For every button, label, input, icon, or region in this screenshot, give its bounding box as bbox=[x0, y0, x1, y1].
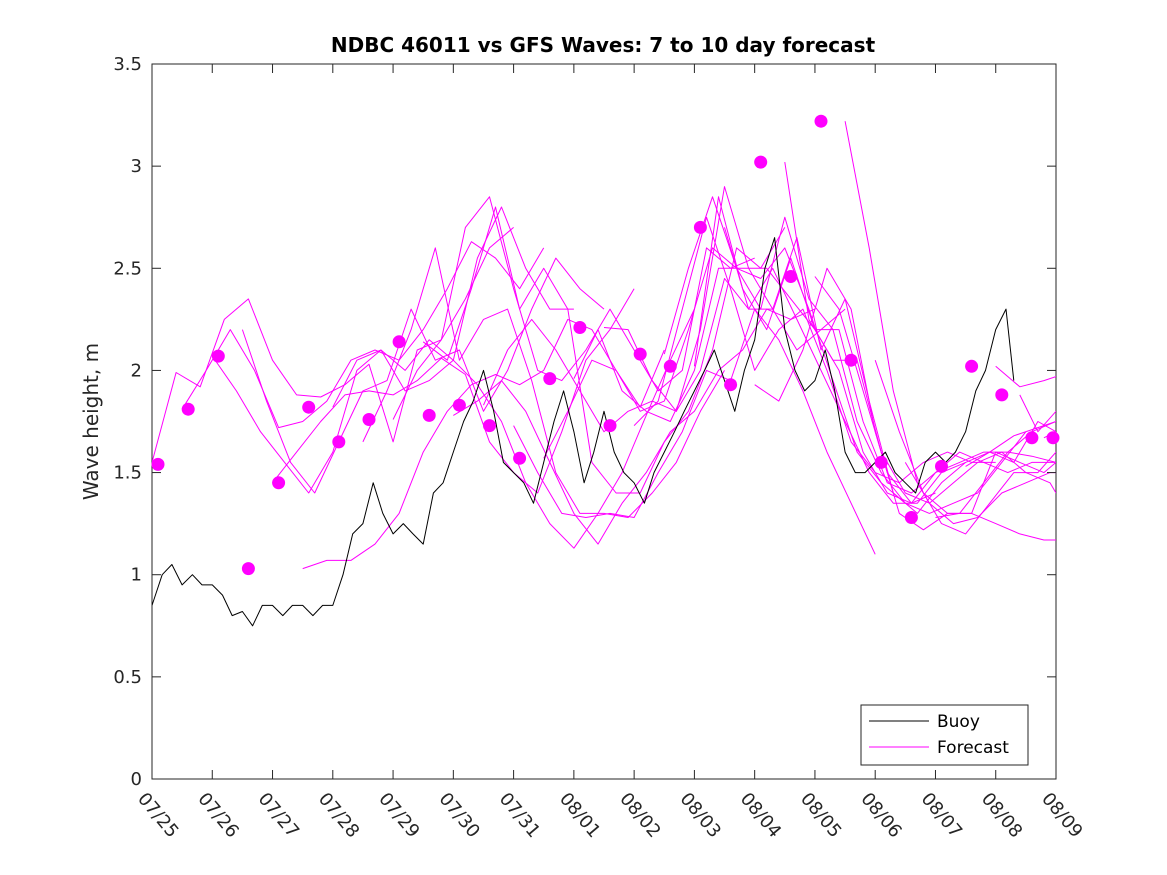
forecast-start-marker bbox=[784, 270, 798, 283]
forecast-series-line bbox=[211, 206, 574, 494]
forecast-start-marker bbox=[211, 349, 225, 363]
forecast-start-marker bbox=[452, 398, 466, 412]
y-tick-label: 0.5 bbox=[113, 667, 142, 688]
y-tick-label: 1 bbox=[131, 565, 142, 586]
forecast-series-line bbox=[181, 241, 545, 429]
forecast-start-marker bbox=[332, 435, 346, 449]
forecast-start-marker bbox=[422, 408, 436, 422]
forecast-start-marker bbox=[904, 511, 918, 524]
forecast-marker-layer bbox=[151, 114, 1060, 576]
forecast-start-marker bbox=[844, 353, 858, 367]
y-tick-label: 2.5 bbox=[113, 258, 142, 279]
legend: Buoy Forecast bbox=[860, 704, 1029, 766]
forecast-start-marker bbox=[392, 335, 406, 349]
chart-title: NDBC 46011 vs GFS Waves: 7 to 10 day for… bbox=[331, 33, 876, 57]
forecast-start-marker bbox=[663, 359, 677, 373]
forecast-start-marker bbox=[874, 455, 888, 469]
forecast-series-line bbox=[241, 257, 605, 494]
forecast-series-line bbox=[844, 121, 1056, 535]
forecast-start-marker bbox=[1025, 431, 1039, 445]
forecast-series-line bbox=[513, 308, 876, 555]
forecast-start-marker bbox=[814, 114, 828, 128]
legend-forecast-label: Forecast bbox=[937, 738, 1009, 758]
forecast-start-marker bbox=[362, 413, 376, 426]
forecast-series-line bbox=[453, 308, 816, 545]
forecast-start-marker bbox=[483, 419, 496, 433]
forecast-series-line bbox=[935, 421, 1056, 518]
forecast-series-line bbox=[422, 206, 786, 494]
forecast-start-marker bbox=[935, 459, 948, 473]
forecast-start-marker bbox=[1046, 431, 1060, 445]
y-tick-label: 0 bbox=[131, 769, 142, 790]
forecast-start-marker bbox=[603, 419, 617, 433]
series-layer bbox=[152, 121, 1056, 627]
forecast-series-line bbox=[874, 360, 1056, 514]
legend-buoy-label: Buoy bbox=[937, 712, 980, 732]
buoy-series-line bbox=[152, 237, 1015, 627]
forecast-series-line bbox=[332, 308, 695, 549]
forecast-series-line bbox=[543, 247, 906, 504]
forecast-start-marker bbox=[995, 388, 1009, 402]
forecast-start-marker bbox=[543, 372, 557, 386]
forecast-series-line bbox=[904, 462, 1056, 525]
forecast-start-marker bbox=[241, 562, 255, 576]
forecast-start-marker bbox=[181, 402, 195, 416]
forecast-series-line bbox=[362, 247, 725, 518]
forecast-start-marker bbox=[513, 451, 527, 465]
y-tick-label: 3.5 bbox=[113, 54, 142, 75]
forecast-series-line bbox=[1019, 394, 1056, 433]
legend-box bbox=[860, 704, 1029, 766]
y-tick-label: 2 bbox=[131, 360, 142, 381]
forecast-start-marker bbox=[633, 347, 647, 361]
forecast-series-line bbox=[302, 318, 665, 570]
forecast-start-marker bbox=[965, 359, 979, 373]
forecast-start-marker bbox=[754, 155, 768, 169]
plot-area bbox=[151, 63, 1057, 780]
forecast-start-marker bbox=[302, 400, 316, 414]
y-tick-label: 3 bbox=[131, 156, 142, 177]
forecast-start-marker bbox=[724, 378, 738, 392]
y-axis-title: Wave height, m bbox=[79, 343, 103, 500]
forecast-series-line bbox=[272, 288, 635, 494]
forecast-series-line bbox=[633, 216, 996, 484]
y-tick-label: 1.5 bbox=[113, 463, 142, 484]
forecast-start-marker bbox=[151, 457, 165, 471]
forecast-start-marker bbox=[573, 321, 587, 334]
forecast-start-marker bbox=[693, 220, 707, 234]
forecast-series-line bbox=[663, 196, 1027, 514]
forecast-start-marker bbox=[272, 476, 286, 490]
forecast-series-line bbox=[995, 365, 1056, 388]
